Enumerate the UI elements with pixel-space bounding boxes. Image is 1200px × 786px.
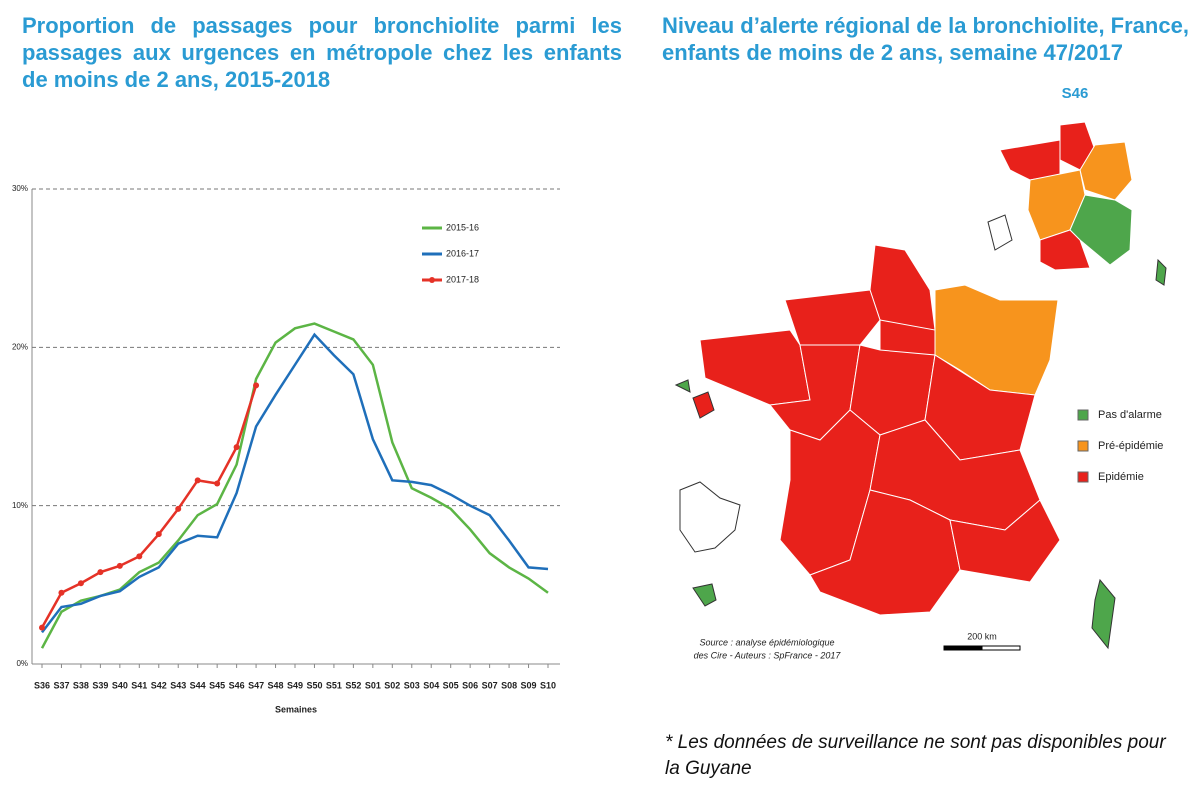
map-title: Niveau d’alerte régional de la bronchiol… [662, 13, 1189, 65]
x-axis-label: Semaines [275, 704, 317, 714]
footnote: * Les données de surveillance ne sont pa… [665, 732, 1166, 779]
x-tick-label: S01 [365, 680, 381, 690]
marker [58, 589, 65, 596]
marker [194, 477, 201, 484]
source: des Cire - Auteurs : SpFrance - 2017 [694, 650, 842, 660]
legend-swatch [1077, 409, 1089, 421]
legend-label: 2016-17 [446, 248, 479, 258]
scale-bar [981, 645, 1021, 651]
region [699, 329, 811, 406]
marker [155, 531, 162, 538]
x-tick-label: S38 [73, 680, 89, 690]
island [679, 481, 741, 553]
y-tick-label: 30% [12, 184, 28, 193]
island [674, 379, 691, 393]
marker [136, 553, 143, 560]
x-tick-label: S52 [345, 680, 361, 690]
scale-bar [943, 645, 983, 651]
x-tick-label: S06 [462, 680, 478, 690]
marker [77, 580, 84, 587]
x-tick-label: S42 [151, 680, 167, 690]
legend-label: Epidémie [1098, 471, 1144, 483]
marker [39, 624, 45, 631]
source: Source : analyse épidémiologique [699, 637, 834, 647]
marker [116, 562, 123, 569]
x-tick-label: S03 [404, 680, 420, 690]
x-tick-label: S08 [501, 680, 517, 690]
x-tick-label: S39 [92, 680, 108, 690]
inset-island [987, 214, 1013, 251]
marker [175, 505, 182, 512]
x-tick-label: S40 [112, 680, 128, 690]
x-tick-label: S48 [268, 680, 284, 690]
x-tick-label: S09 [521, 680, 537, 690]
legend-label: 2015-16 [446, 222, 479, 232]
x-tick-label: S04 [423, 680, 439, 690]
legend-label: 2017-18 [446, 274, 479, 284]
x-tick-label: S02 [384, 680, 400, 690]
x-tick-label: S10 [540, 680, 556, 690]
marker [214, 480, 221, 487]
series-line [40, 384, 258, 629]
x-tick-label: S37 [53, 680, 69, 690]
legend-label: Pré-épidémie [1098, 440, 1163, 452]
map [674, 121, 1167, 651]
x-tick-label: S43 [170, 680, 186, 690]
x-tick-label: S46 [229, 680, 245, 690]
scale-label: 200 km [967, 631, 997, 641]
inset-island [1155, 258, 1167, 286]
series-line [40, 322, 549, 649]
y-tick-label: 20% [12, 342, 28, 351]
x-tick-label: S49 [287, 680, 303, 690]
island [692, 391, 715, 419]
chart-title: Proportion de passages pour bronchiolite… [22, 13, 622, 92]
x-tick-label: S05 [443, 680, 459, 690]
region [784, 289, 881, 346]
legend-label: Pas d'alarme [1098, 409, 1162, 421]
region [869, 244, 936, 331]
y-tick-label: 0% [16, 659, 28, 668]
x-tick-label: S36 [34, 680, 50, 690]
series-line [41, 332, 549, 634]
x-tick-label: S07 [482, 680, 498, 690]
island [692, 583, 717, 607]
inset-region [999, 139, 1061, 181]
y-tick-label: 10% [12, 501, 28, 510]
x-tick-label: S51 [326, 680, 342, 690]
region [1091, 578, 1116, 650]
inset-region [1039, 229, 1091, 271]
x-tick-label: S45 [209, 680, 225, 690]
legend-marker [429, 277, 435, 283]
inset-label: S46 [1062, 85, 1089, 102]
legend-swatch [1077, 440, 1089, 452]
legend-swatch [1077, 471, 1089, 483]
region [949, 499, 1061, 583]
x-tick-label: S41 [131, 680, 147, 690]
marker [253, 382, 260, 389]
x-tick-label: S44 [190, 680, 206, 690]
marker [233, 444, 240, 451]
marker [97, 569, 104, 576]
x-tick-label: S47 [248, 680, 264, 690]
x-tick-label: S50 [306, 680, 322, 690]
